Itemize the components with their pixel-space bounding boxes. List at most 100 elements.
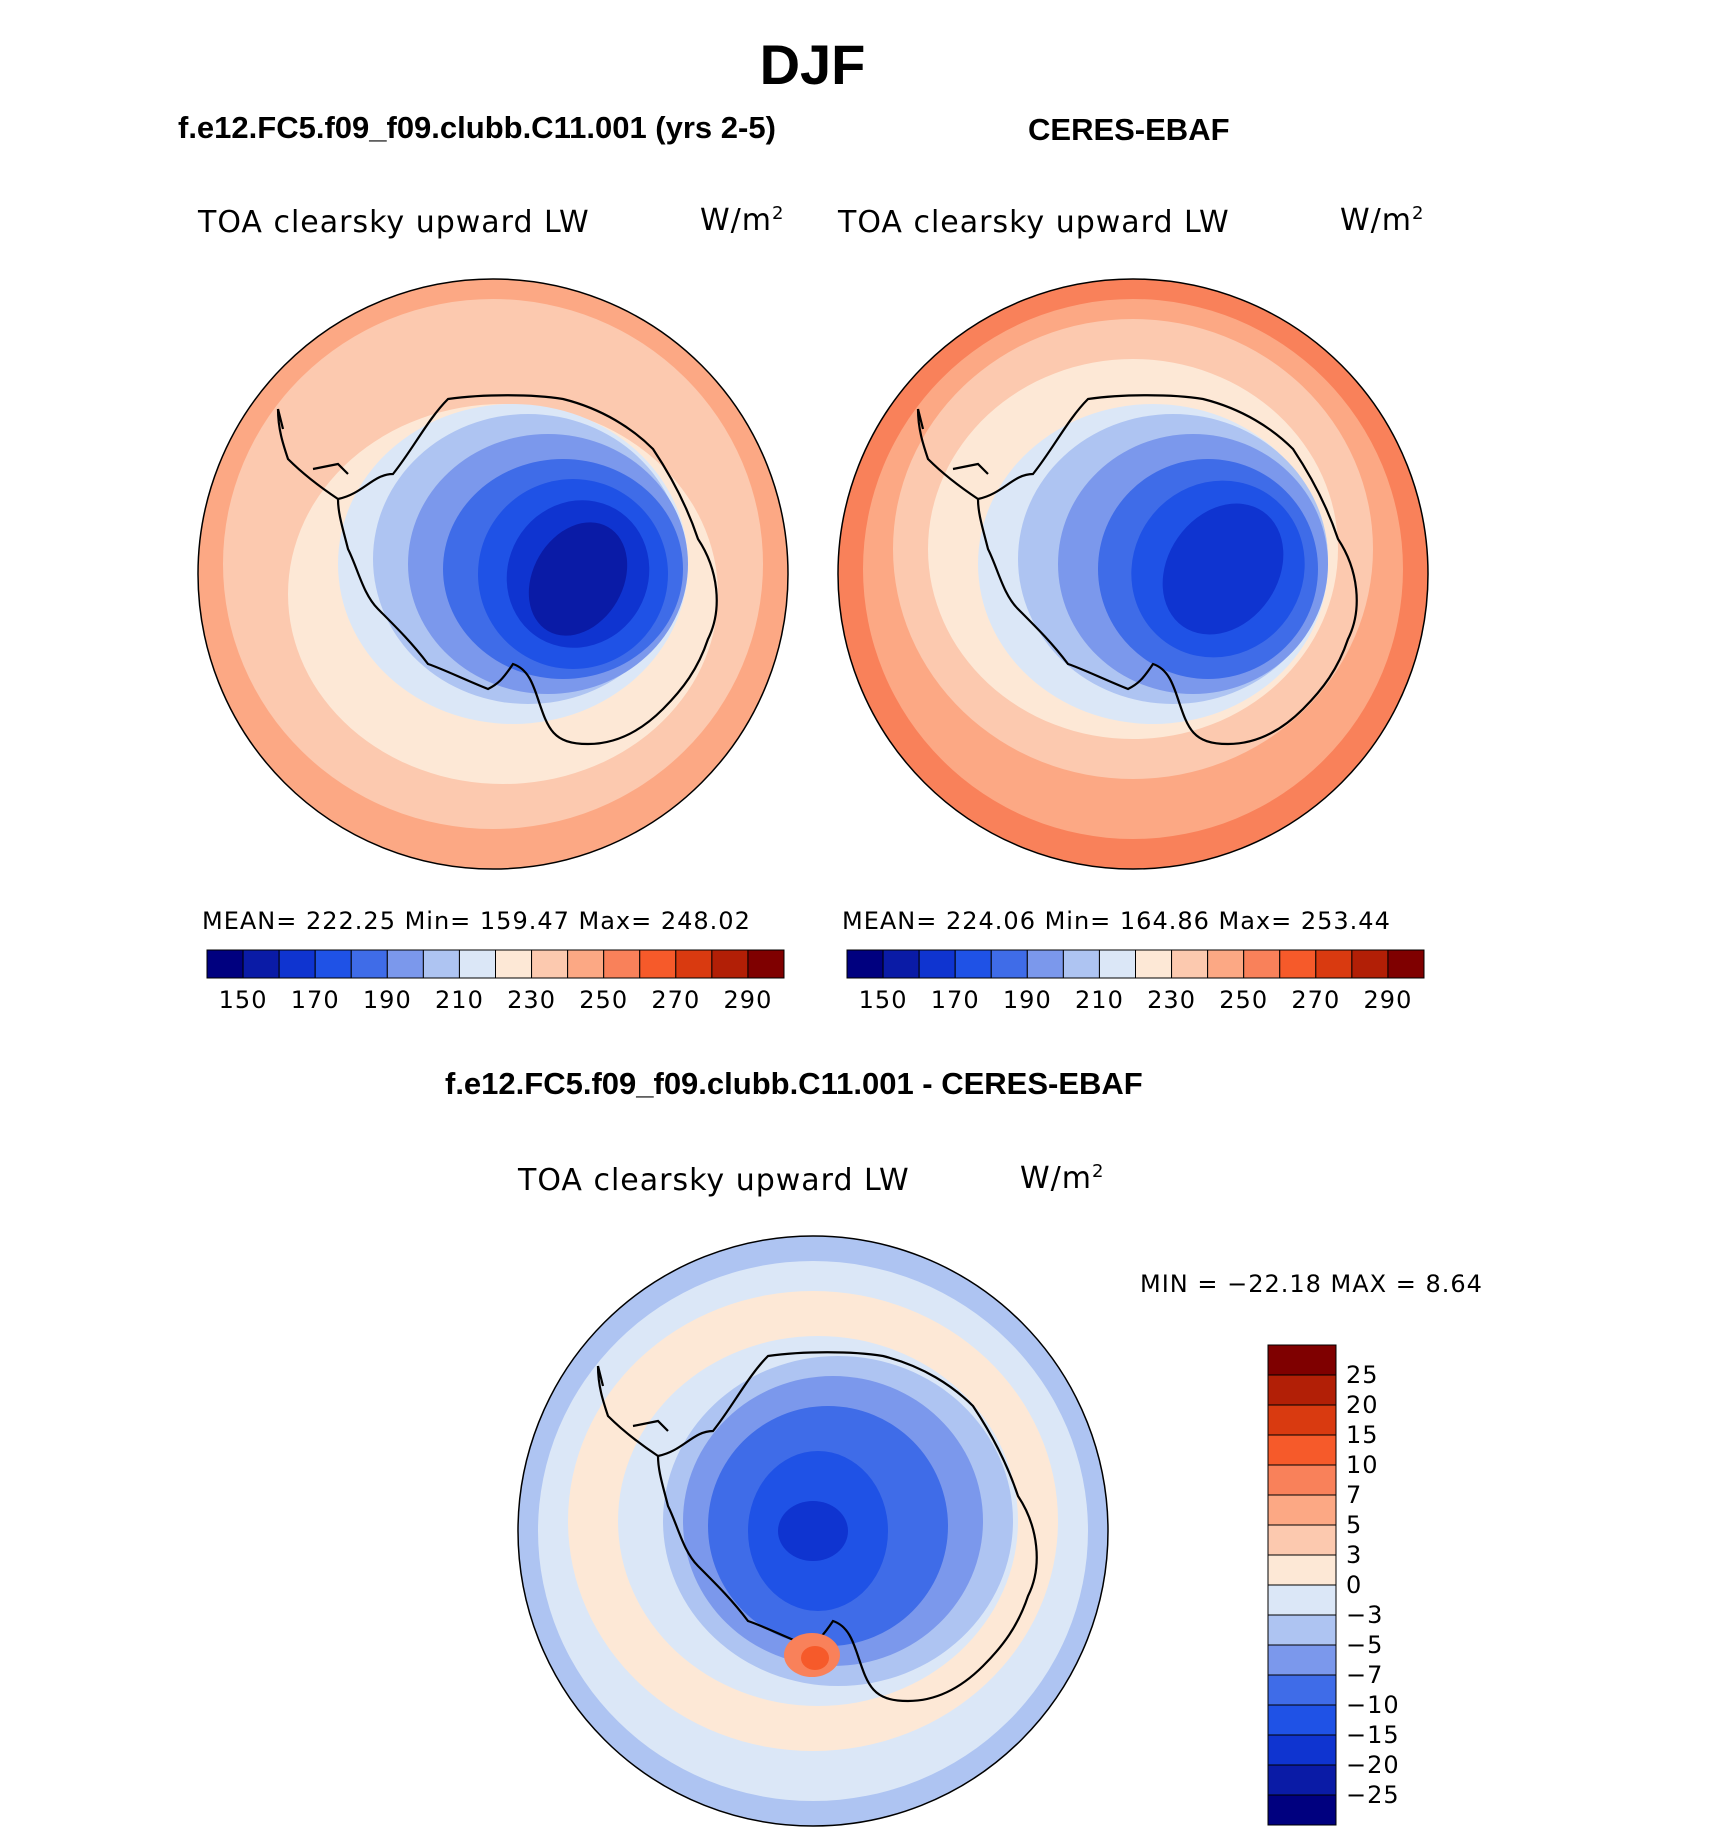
colorbar-1-swatch — [242, 949, 280, 979]
colorbar-3-tick-label: −3 — [1346, 1601, 1384, 1629]
colorbar-2-swatch — [1062, 949, 1100, 979]
colorbar-1-swatch — [747, 949, 785, 979]
colorbar-1-swatch — [458, 949, 496, 979]
colorbar-2-swatch — [1026, 949, 1064, 979]
colorbar-1-tick-label: 150 — [218, 986, 268, 1014]
colorbar-2-tick-label: 190 — [1002, 986, 1052, 1014]
colorbar-2-swatch — [1243, 949, 1281, 979]
colorbar-3-tick-label: 25 — [1346, 1361, 1379, 1389]
colorbar-3-swatch — [1267, 1764, 1337, 1796]
colorbar-1-swatch — [531, 949, 569, 979]
colorbar-1-tick-label: 210 — [435, 986, 484, 1014]
panel-3-variable-label: TOA clearsky upward LW — [518, 1163, 910, 1198]
colorbar-2-swatch — [990, 949, 1028, 979]
colorbar-1-swatch — [495, 949, 533, 979]
map-1-boundary — [197, 278, 789, 870]
colorbar-3-swatch — [1267, 1404, 1337, 1436]
page-title: DJF — [759, 33, 866, 96]
colorbar-1-tick-label: 190 — [362, 986, 412, 1014]
colorbar-2-swatch — [846, 949, 884, 979]
colorbar-2-swatch — [1387, 949, 1425, 979]
colorbar-3-tick-label: −20 — [1346, 1751, 1400, 1779]
colorbar-3-tick-label: 3 — [1346, 1541, 1363, 1569]
panel-1-stats: MEAN= 222.25 Min= 159.47 Max= 248.02 — [202, 907, 751, 935]
panel-1-variable-label: TOA clearsky upward LW — [198, 205, 590, 240]
colorbar-2-swatch — [1135, 949, 1173, 979]
colorbar-1-tick-label: 250 — [579, 986, 629, 1014]
panel-3-stats: MIN = −22.18 MAX = 8.64 — [1140, 1270, 1483, 1298]
colorbar-3-swatch — [1267, 1434, 1337, 1466]
colorbar-3-swatch — [1267, 1734, 1337, 1766]
colorbar-1-swatch — [350, 949, 388, 979]
colorbar-2-swatch — [1279, 949, 1317, 979]
colorbar-3-tick-label: −15 — [1346, 1721, 1400, 1749]
map-2-boundary — [837, 278, 1429, 870]
colorbar-1-swatch — [675, 949, 713, 979]
colorbar-1-swatch — [206, 949, 244, 979]
colorbar-3-tick-label: 5 — [1346, 1511, 1363, 1539]
colorbar-3-tick-label: −25 — [1346, 1781, 1400, 1809]
colorbar-3-swatch — [1267, 1674, 1337, 1706]
warm-anomaly-core — [801, 1646, 829, 1670]
colorbar-1-swatch — [314, 949, 352, 979]
colorbar-1-swatch — [422, 949, 460, 979]
colorbar-2-tick-label: 270 — [1291, 986, 1341, 1014]
colorbar-3-swatch — [1267, 1584, 1337, 1616]
panel-1-units: W/m2 — [700, 203, 785, 238]
colorbar-1-tick-label: 170 — [290, 986, 340, 1014]
map-3 — [518, 1236, 1108, 1826]
colorbar-2-swatch — [1315, 949, 1353, 979]
colorbar-2-tick-label: 150 — [858, 986, 908, 1014]
colorbar-2-swatch — [1351, 949, 1389, 979]
colorbar-3-swatch — [1267, 1614, 1337, 1646]
colorbar-3-tick-label: −5 — [1346, 1631, 1384, 1659]
colorbar-1-tick-label: 270 — [651, 986, 701, 1014]
colorbar-3-tick-label: 20 — [1346, 1391, 1379, 1419]
panel-2-variable-label: TOA clearsky upward LW — [838, 205, 1230, 240]
colorbar-3-swatch — [1267, 1524, 1337, 1556]
map-2 — [838, 279, 1428, 869]
map-1-contour-band — [528, 522, 628, 636]
colorbar-2-swatch — [1171, 949, 1209, 979]
colorbar-2-tick-label: 250 — [1219, 986, 1269, 1014]
colorbar-3-swatch — [1267, 1344, 1337, 1376]
colorbar-3-swatch — [1267, 1554, 1337, 1586]
colorbar-2-tick-label: 230 — [1147, 986, 1196, 1014]
colorbar-2-swatch — [882, 949, 920, 979]
colorbar-1-swatch — [711, 949, 749, 979]
panel-3-units: W/m2 — [1020, 1161, 1105, 1196]
colorbar-1-tick-label: 230 — [507, 986, 556, 1014]
colorbar-2-swatch — [1098, 949, 1136, 979]
colorbar-3-tick-label: 15 — [1346, 1421, 1379, 1449]
panel-3-heading: f.e12.FC5.f09_f09.clubb.C11.001 - CERES-… — [445, 1066, 1143, 1101]
colorbar-3-swatch — [1267, 1644, 1337, 1676]
colorbar-3-tick-label: −7 — [1346, 1661, 1384, 1689]
colorbar-3-tick-label: 7 — [1346, 1481, 1363, 1509]
colorbar-1-swatch — [567, 949, 605, 979]
map-3-boundary — [517, 1235, 1109, 1827]
panel-2-heading: CERES-EBAF — [1028, 112, 1230, 147]
colorbar-2-swatch — [918, 949, 956, 979]
map-2-contour-band — [1162, 503, 1284, 635]
colorbar-3-swatch — [1267, 1494, 1337, 1526]
panel-2-units: W/m2 — [1340, 203, 1425, 238]
panel-2-stats: MEAN= 224.06 Min= 164.86 Max= 253.44 — [842, 907, 1391, 935]
colorbar-3-swatch — [1267, 1704, 1337, 1736]
map-1 — [198, 279, 788, 869]
colorbar-2-swatch — [954, 949, 992, 979]
colorbar-2-tick-label: 170 — [930, 986, 980, 1014]
colorbar-1-tick-label: 290 — [723, 986, 773, 1014]
colorbar-1-swatch — [603, 949, 641, 979]
colorbar-2-swatch — [1207, 949, 1245, 979]
colorbar-3-swatch — [1267, 1794, 1337, 1826]
colorbar-2-tick-label: 290 — [1363, 986, 1413, 1014]
colorbar-3-tick-label: −10 — [1346, 1691, 1400, 1719]
panel-1-heading: f.e12.FC5.f09_f09.clubb.C11.001 (yrs 2-5… — [178, 110, 776, 145]
colorbar-3-tick-label: 0 — [1346, 1571, 1363, 1599]
colorbar-3-swatch — [1267, 1464, 1337, 1496]
colorbar-1-swatch — [639, 949, 677, 979]
colorbar-3-tick-label: 10 — [1346, 1451, 1379, 1479]
map-3-contour-band — [778, 1501, 848, 1561]
colorbar-1-swatch — [386, 949, 424, 979]
